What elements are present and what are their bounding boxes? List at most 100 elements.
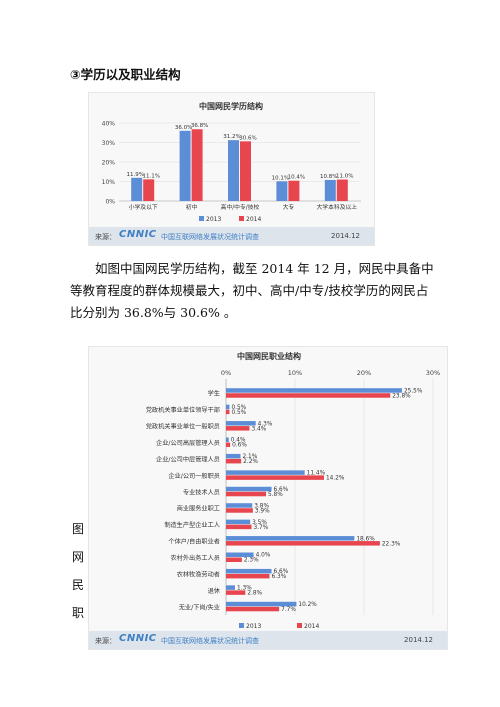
bar-2014	[226, 475, 324, 480]
value-label: 23.8%	[392, 393, 411, 399]
side-char-4: 职	[72, 606, 85, 620]
bar-2014	[226, 606, 280, 612]
x-tick-label: 初中	[186, 203, 198, 211]
value-label: 6.6%	[274, 487, 289, 493]
bar-2013	[179, 130, 191, 201]
cnnic-logo: CNNIC	[119, 229, 157, 240]
y-tick-label: 个体户/自由职业者	[168, 538, 220, 546]
occupation-chart: 中国网民职业结构 0% 10% 20% 30% 学生 25.5% 23.8% 党政机关事业单位领…	[88, 346, 448, 650]
bar-2014	[336, 179, 348, 201]
value-label: 6.3%	[271, 574, 286, 580]
source-org: 中国互联网络发展状况统计调查	[161, 233, 259, 241]
y-tick-label: 0%	[105, 199, 115, 206]
y-tick-label: 农林牧渔劳动者	[177, 570, 220, 578]
body-paragraph: 如图中国网民学历结构，截至 2014 年 12 月，网民中具备中等教育程度的群体…	[70, 258, 440, 324]
x-tick-label: 大专	[283, 203, 295, 211]
legend-label: 2013	[246, 623, 261, 630]
y-tick-label: 企业/公司中层管理人员	[156, 455, 220, 463]
bar-2014	[226, 573, 270, 579]
x-tick-label: 30%	[426, 369, 440, 377]
education-chart-svg: 中国网民学历结构 0% 10% 20% 30% 40% 11.9%11.1% 小学及以下 36.…	[102, 101, 361, 223]
section-heading: ③学历以及职业结构	[70, 67, 181, 82]
x-tick-label: 10%	[288, 369, 302, 377]
bar-2013	[324, 179, 336, 201]
bar-2014	[226, 541, 380, 546]
legend-swatch-2014	[297, 623, 302, 628]
x-tick-label: 0%	[221, 369, 231, 377]
bar-2014	[226, 590, 246, 595]
value-label: 0.4%	[231, 438, 246, 444]
bar-2013	[131, 177, 143, 201]
value-label: 11.4%	[307, 471, 326, 477]
bar-2013	[226, 552, 254, 557]
bar-2014	[226, 409, 230, 415]
bar-2013	[226, 601, 297, 607]
bar-2014	[226, 426, 250, 431]
side-char-2: 网	[72, 550, 85, 564]
y-tick-label: 退休	[208, 587, 221, 595]
bar-2014	[191, 129, 203, 201]
chart-title: 中国网民职业结构	[237, 351, 301, 361]
source-date: 2014.12	[331, 232, 360, 240]
bar-2013	[226, 421, 256, 426]
value-label: 0.5%	[231, 410, 246, 416]
chart-source-footer-2: 来源： CNNIC 中国互联网络发展状况统计调查 2014.12	[89, 631, 447, 649]
bar-2013	[226, 486, 272, 492]
value-label: 4.0%	[256, 553, 271, 559]
y-tick-label: 20%	[102, 160, 116, 167]
value-label: 3.4%	[251, 426, 266, 432]
source-date: 2014.12	[404, 636, 433, 644]
source-label: 来源：	[95, 637, 116, 645]
value-label: 3.9%	[255, 508, 270, 514]
value-label: 4.3%	[258, 421, 273, 427]
bar-2013	[228, 140, 239, 201]
value-label: 2.8%	[247, 591, 262, 597]
value-label: 11.1%	[142, 173, 159, 179]
value-label: 6.6%	[274, 569, 289, 575]
occupation-chart-svg: 中国网民职业结构 0% 10% 20% 30% 学生 25.5%23.8% 党政机关事业单位领…	[146, 351, 440, 630]
y-tick-label: 制造生产型企业工人	[164, 521, 220, 529]
paragraph-text: 如图中国网民学历结构，截至 2014 年 12 月，网民中具备中等教育程度的群体…	[70, 261, 434, 320]
value-label: 11.0%	[336, 174, 353, 180]
value-label: 1.3%	[237, 586, 252, 592]
value-label: 25.5%	[404, 388, 423, 394]
value-label: 22.3%	[382, 541, 401, 547]
x-tick-label: 小学及以下	[129, 203, 158, 211]
x-tick-label: 大学本科及以上	[317, 203, 358, 211]
y-tick-label: 企业/公司高层管理人员	[156, 439, 220, 447]
value-label: 31.2%	[223, 134, 240, 140]
value-label: 7.7%	[281, 607, 296, 613]
value-label: 18.6%	[356, 536, 375, 542]
value-label: 3.8%	[254, 503, 269, 509]
value-label: 3.7%	[254, 525, 269, 531]
bar-2014	[226, 458, 242, 464]
bar-2014	[226, 491, 267, 497]
value-label: 36.0%	[175, 125, 192, 131]
legend-swatch-2013	[239, 623, 244, 628]
y-tick-label: 40%	[102, 121, 116, 128]
value-label: 36.8%	[191, 123, 208, 129]
value-label: 3.5%	[252, 520, 267, 526]
bar-2014	[288, 180, 300, 201]
value-label: 30.6%	[239, 135, 256, 141]
legend-swatch-2014	[239, 216, 244, 221]
value-label: 2.3%	[244, 558, 259, 564]
y-tick-label: 学生	[208, 390, 220, 398]
legend-swatch-2013	[199, 216, 204, 221]
bar-2014	[226, 442, 231, 447]
y-tick-label: 无业/下岗/失业	[179, 603, 220, 611]
side-char-1: 图	[72, 522, 85, 536]
y-tick-label: 30%	[102, 140, 116, 147]
y-tick-label: 商业服务业职工	[177, 505, 220, 513]
bar-2013	[226, 585, 235, 590]
bar-2013	[226, 536, 355, 541]
bar-2013	[226, 453, 241, 459]
bar-2013	[226, 437, 229, 442]
bar-2014	[143, 179, 155, 201]
value-label: 0.5%	[231, 405, 246, 411]
bar-2014	[226, 524, 252, 530]
value-label: 10.4%	[288, 175, 305, 181]
education-chart: 中国网民学历结构 0% 10% 20% 30% 40% 11.9% 11.1% 小学及以下 36.…	[88, 92, 375, 246]
side-char-3: 民	[72, 578, 85, 592]
bar-2013	[226, 470, 305, 475]
